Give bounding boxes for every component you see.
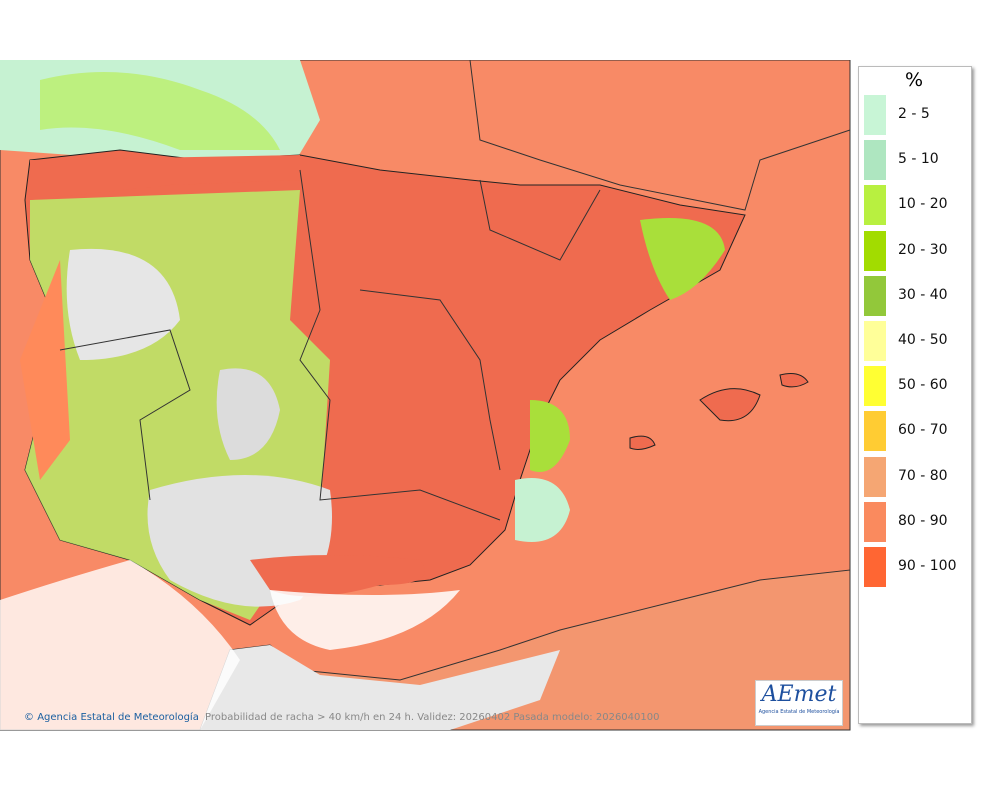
legend-label: 50 - 60 bbox=[898, 377, 948, 394]
legend-item: 5 - 10 bbox=[864, 140, 969, 181]
logo-subtitle: Agencia Estatal de Meteorología bbox=[758, 709, 840, 715]
legend-item: 2 - 5 bbox=[864, 95, 969, 135]
map bbox=[0, 60, 851, 731]
legend-item: 10 - 20 bbox=[864, 185, 969, 226]
sea-low-zone bbox=[0, 560, 240, 730]
legend-item: 30 - 40 bbox=[864, 275, 969, 316]
sea-low-zone bbox=[270, 590, 460, 650]
border bbox=[479, 179, 601, 261]
legend-swatch bbox=[864, 411, 886, 452]
island bbox=[699, 388, 761, 422]
low-probability-zone bbox=[640, 218, 725, 300]
low-probability-zone bbox=[530, 400, 570, 472]
legend-label: 60 - 70 bbox=[898, 422, 948, 439]
legend-item: 70 - 80 bbox=[864, 456, 969, 497]
very-low-zone bbox=[216, 368, 280, 460]
legend-swatch bbox=[864, 185, 886, 226]
legend: % 2 - 5 5 - 10 10 - 20 20 - 30 30 - 40 40 - 5… bbox=[858, 66, 972, 724]
island bbox=[779, 373, 809, 388]
low-probability-zone bbox=[40, 72, 280, 150]
legend-swatch bbox=[864, 366, 886, 407]
legend-item: 50 - 60 bbox=[864, 366, 969, 407]
high-zone bbox=[30, 155, 300, 200]
legend-title: % bbox=[904, 69, 924, 91]
legend-swatch bbox=[864, 321, 886, 361]
legend-swatch bbox=[864, 230, 886, 271]
legend-label: 30 - 40 bbox=[898, 286, 948, 303]
legend-swatch bbox=[864, 501, 886, 542]
legend-item: 80 - 90 bbox=[864, 501, 969, 542]
legend-item: 20 - 30 bbox=[864, 230, 969, 271]
legend-item: 90 - 100 bbox=[864, 547, 969, 587]
high-zone bbox=[250, 555, 425, 597]
logo-name: AEmet bbox=[761, 682, 837, 707]
high-zone bbox=[20, 260, 70, 480]
legend-label: 10 - 20 bbox=[898, 196, 948, 213]
legend-item: 60 - 70 bbox=[864, 411, 969, 452]
very-low-zone bbox=[200, 645, 560, 730]
legend-swatch bbox=[864, 456, 886, 497]
island bbox=[629, 435, 656, 450]
credit: © Agencia Estatal de Meteorología bbox=[24, 712, 199, 723]
legend-label: 5 - 10 bbox=[898, 151, 939, 168]
legend-label: 90 - 100 bbox=[898, 558, 957, 574]
legend-swatch bbox=[864, 547, 886, 587]
legend-swatch bbox=[864, 140, 886, 181]
legend-swatch bbox=[864, 95, 886, 135]
border bbox=[359, 289, 501, 471]
border bbox=[299, 169, 501, 521]
france bbox=[469, 60, 851, 211]
legend-label: 80 - 90 bbox=[898, 512, 948, 529]
borders bbox=[59, 169, 601, 521]
low-probability-zone bbox=[515, 478, 570, 542]
caption: Probabilidad de racha > 40 km/h en 24 h.… bbox=[205, 712, 660, 723]
legend-label: 2 - 5 bbox=[898, 106, 930, 122]
legend-label: 70 - 80 bbox=[898, 467, 948, 484]
logo: AEmet Agencia Estatal de Meteorología bbox=[755, 680, 843, 726]
very-low-zone bbox=[66, 248, 180, 360]
legend-swatch bbox=[864, 275, 886, 316]
legend-label: 20 - 30 bbox=[898, 241, 948, 258]
legend-item: 40 - 50 bbox=[864, 321, 969, 361]
credit-text: Agencia Estatal de Meteorología bbox=[37, 712, 199, 723]
border bbox=[59, 329, 191, 501]
legend-label: 40 - 50 bbox=[898, 332, 948, 348]
